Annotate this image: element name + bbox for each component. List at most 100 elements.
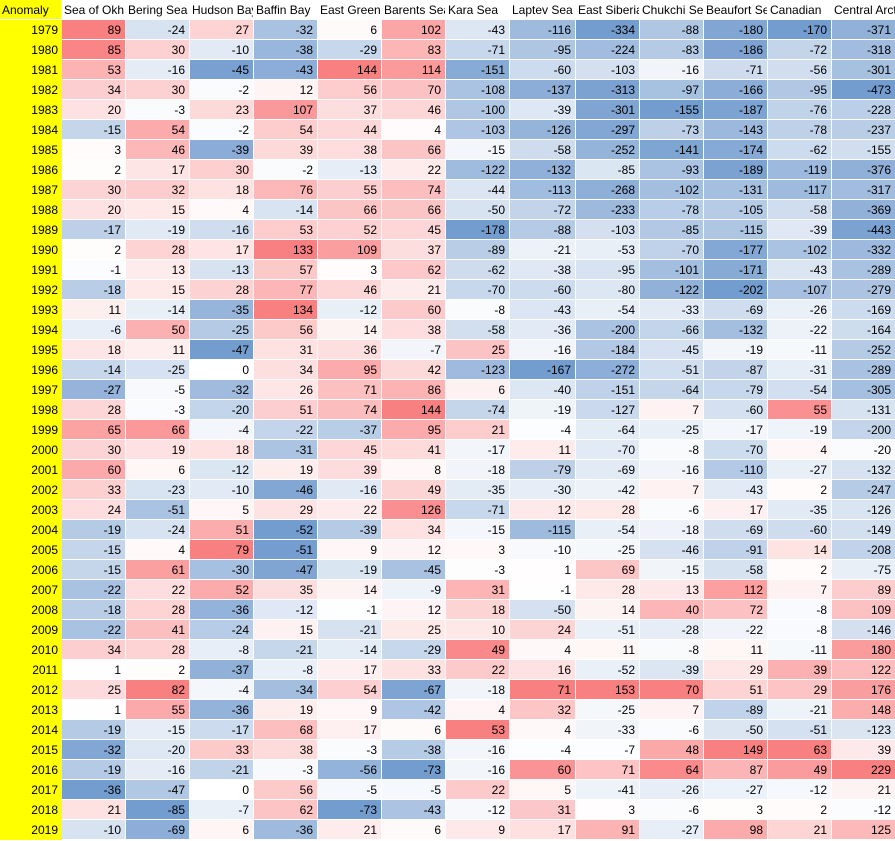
anomaly-cell[interactable]: 44	[318, 120, 382, 140]
anomaly-cell[interactable]: -73	[318, 800, 382, 820]
anomaly-cell[interactable]: 46	[318, 280, 382, 300]
anomaly-cell[interactable]: -22	[62, 620, 126, 640]
anomaly-cell[interactable]: 31	[254, 340, 318, 360]
anomaly-cell[interactable]: 12	[510, 500, 576, 520]
anomaly-cell[interactable]: -50	[510, 600, 576, 620]
anomaly-cell[interactable]: 37	[382, 240, 446, 260]
anomaly-cell[interactable]: 7	[640, 480, 704, 500]
anomaly-cell[interactable]: 1	[62, 660, 126, 680]
anomaly-cell[interactable]: -24	[126, 520, 190, 540]
anomaly-cell[interactable]: 77	[254, 280, 318, 300]
anomaly-cell[interactable]: 53	[254, 220, 318, 240]
anomaly-cell[interactable]: -30	[190, 560, 254, 580]
anomaly-cell[interactable]: 15	[126, 280, 190, 300]
anomaly-cell[interactable]: -41	[576, 780, 640, 800]
anomaly-cell[interactable]: 29	[254, 500, 318, 520]
anomaly-cell[interactable]: 60	[382, 300, 446, 320]
anomaly-cell[interactable]: -12	[254, 600, 318, 620]
anomaly-cell[interactable]: 144	[382, 400, 446, 420]
anomaly-cell[interactable]: -2	[254, 160, 318, 180]
anomaly-cell[interactable]: -7	[190, 800, 254, 820]
anomaly-cell[interactable]: 60	[62, 460, 126, 480]
anomaly-cell[interactable]: -25	[640, 420, 704, 440]
anomaly-cell[interactable]: -69	[704, 300, 768, 320]
anomaly-cell[interactable]: 36	[318, 340, 382, 360]
anomaly-cell[interactable]: -18	[62, 600, 126, 620]
anomaly-cell[interactable]: -16	[318, 480, 382, 500]
anomaly-cell[interactable]: -5	[382, 780, 446, 800]
anomaly-cell[interactable]: 29	[704, 660, 768, 680]
anomaly-cell[interactable]: 17	[510, 820, 576, 840]
anomaly-cell[interactable]: 33	[382, 660, 446, 680]
anomaly-cell[interactable]: -27	[768, 460, 832, 480]
anomaly-cell[interactable]: -79	[704, 380, 768, 400]
anomaly-cell[interactable]: 28	[576, 500, 640, 520]
anomaly-cell[interactable]: -70	[446, 280, 510, 300]
anomaly-cell[interactable]: 30	[190, 160, 254, 180]
anomaly-cell[interactable]: 229	[832, 760, 895, 780]
anomaly-cell[interactable]: -100	[446, 100, 510, 120]
year-cell[interactable]: 1983	[0, 100, 62, 120]
anomaly-cell[interactable]: -13	[318, 160, 382, 180]
anomaly-cell[interactable]: 24	[510, 620, 576, 640]
anomaly-cell[interactable]: 49	[382, 480, 446, 500]
anomaly-cell[interactable]: -6	[640, 720, 704, 740]
anomaly-cell[interactable]: 148	[832, 700, 895, 720]
year-cell[interactable]: 2002	[0, 480, 62, 500]
anomaly-cell[interactable]: 13	[640, 580, 704, 600]
anomaly-cell[interactable]: -17	[704, 420, 768, 440]
anomaly-cell[interactable]: -14	[318, 640, 382, 660]
anomaly-cell[interactable]: 153	[576, 680, 640, 700]
anomaly-cell[interactable]: 15	[254, 620, 318, 640]
anomaly-cell[interactable]: 3	[62, 140, 126, 160]
anomaly-cell[interactable]: -64	[576, 420, 640, 440]
anomaly-cell[interactable]: -1	[318, 600, 382, 620]
anomaly-cell[interactable]: -40	[510, 380, 576, 400]
anomaly-cell[interactable]: 98	[704, 820, 768, 840]
anomaly-cell[interactable]: 51	[254, 400, 318, 420]
anomaly-cell[interactable]: -186	[704, 40, 768, 60]
anomaly-cell[interactable]: -9	[382, 580, 446, 600]
anomaly-cell[interactable]: 35	[254, 580, 318, 600]
anomaly-cell[interactable]: -21	[510, 240, 576, 260]
year-cell[interactable]: 2015	[0, 740, 62, 760]
anomaly-cell[interactable]: 54	[318, 680, 382, 700]
anomaly-cell[interactable]: 6	[382, 720, 446, 740]
anomaly-cell[interactable]: -376	[832, 160, 895, 180]
anomaly-cell[interactable]: 55	[318, 180, 382, 200]
year-cell[interactable]: 2006	[0, 560, 62, 580]
anomaly-cell[interactable]: -8	[254, 660, 318, 680]
anomaly-cell[interactable]: 17	[318, 660, 382, 680]
anomaly-cell[interactable]: -200	[832, 420, 895, 440]
anomaly-cell[interactable]: -18	[446, 680, 510, 700]
anomaly-cell[interactable]: -169	[832, 300, 895, 320]
anomaly-cell[interactable]: -52	[576, 660, 640, 680]
anomaly-cell[interactable]: -164	[832, 320, 895, 340]
year-cell[interactable]: 2003	[0, 500, 62, 520]
anomaly-cell[interactable]: -30	[510, 480, 576, 500]
year-cell[interactable]: 2001	[0, 460, 62, 480]
anomaly-cell[interactable]: 28	[190, 280, 254, 300]
anomaly-cell[interactable]: -29	[382, 640, 446, 660]
anomaly-cell[interactable]: -16	[190, 220, 254, 240]
anomaly-cell[interactable]: -71	[446, 40, 510, 60]
anomaly-cell[interactable]: 17	[704, 500, 768, 520]
anomaly-cell[interactable]: 7	[640, 400, 704, 420]
anomaly-cell[interactable]: 60	[510, 760, 576, 780]
anomaly-cell[interactable]: -127	[576, 400, 640, 420]
anomaly-cell[interactable]: -113	[510, 180, 576, 200]
anomaly-cell[interactable]: 14	[318, 320, 382, 340]
anomaly-cell[interactable]: 5	[190, 500, 254, 520]
anomaly-cell[interactable]: -53	[576, 240, 640, 260]
anomaly-cell[interactable]: -137	[510, 80, 576, 100]
anomaly-cell[interactable]: -89	[704, 700, 768, 720]
anomaly-cell[interactable]: -37	[318, 420, 382, 440]
anomaly-cell[interactable]: 7	[640, 700, 704, 720]
anomaly-cell[interactable]: 89	[832, 580, 895, 600]
anomaly-cell[interactable]: -37	[190, 660, 254, 680]
anomaly-cell[interactable]: -19	[62, 760, 126, 780]
anomaly-cell[interactable]: 30	[62, 180, 126, 200]
anomaly-cell[interactable]: 28	[62, 400, 126, 420]
anomaly-cell[interactable]: -4	[510, 420, 576, 440]
header-anomaly[interactable]: Anomaly	[0, 0, 62, 20]
